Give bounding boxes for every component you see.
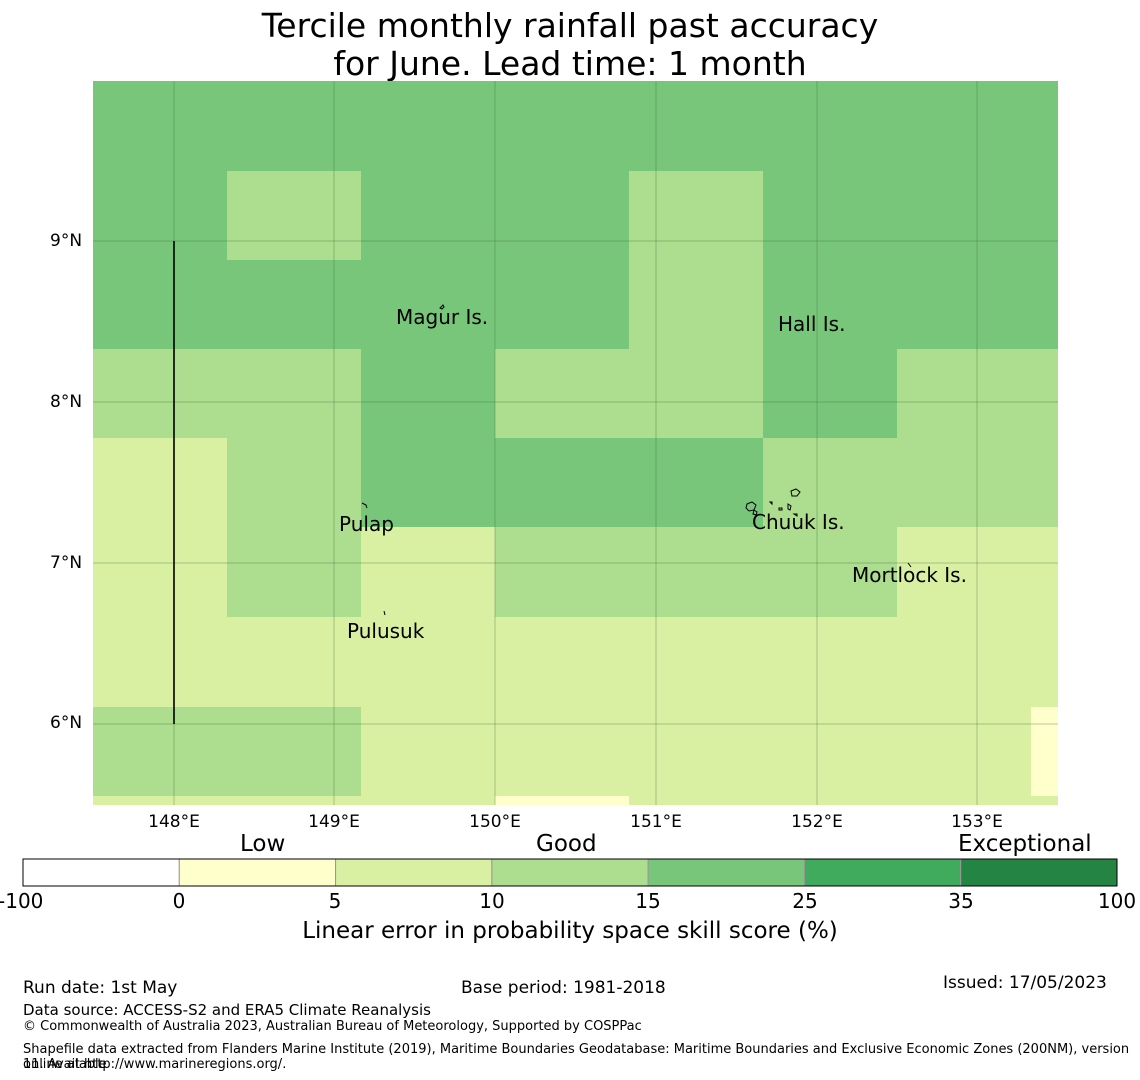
colorbar-segment xyxy=(22,858,180,887)
colorbar-tick-label: 5 xyxy=(328,889,342,913)
colorbar-segment xyxy=(335,858,493,887)
shapefile-credit-line1: Shapefile data extracted from Flanders M… xyxy=(23,1042,1130,1072)
grid-cell xyxy=(1031,707,1058,796)
category-exceptional: Exceptional xyxy=(958,831,1092,857)
place-label-pulusuk: Pulusuk xyxy=(347,619,425,643)
lon-label-152: 152°E xyxy=(791,812,843,832)
grid-cell xyxy=(227,171,361,260)
run-date: Run date: 1st May xyxy=(23,978,178,998)
colorbar-segment xyxy=(960,858,1118,887)
colorbar-tick-label: 15 xyxy=(635,889,661,913)
place-label-pulap: Pulap xyxy=(339,512,394,536)
lon-label-150: 150°E xyxy=(469,812,521,832)
pulap-island-shape xyxy=(361,502,368,509)
grid-cell xyxy=(361,438,763,527)
place-label-magur: Magur Is. xyxy=(396,305,489,329)
colorbar-segment xyxy=(178,858,337,887)
shapefile-credit-line2: online at http://www.marineregions.org/. xyxy=(23,1057,287,1072)
lon-label-153: 153°E xyxy=(951,812,1003,832)
colorbar-segment xyxy=(491,858,649,887)
grid-cell xyxy=(495,349,763,438)
pulusuk-island-shape xyxy=(383,610,386,616)
place-label-hall: Hall Is. xyxy=(778,312,846,336)
colorbar-tick-label: 0 xyxy=(172,889,186,913)
colorbar-segment xyxy=(803,858,962,887)
grid-cell xyxy=(495,796,629,805)
lat-label-8: 8°N xyxy=(50,392,83,412)
graticule xyxy=(93,81,1058,805)
lat-label-7: 7°N xyxy=(50,553,83,573)
lon-label-151: 151°E xyxy=(630,812,682,832)
colorbar-tick-label: -100 xyxy=(0,889,44,913)
category-low: Low xyxy=(240,831,286,857)
colorbar-outline xyxy=(22,858,1118,887)
lat-label-9: 9°N xyxy=(50,231,83,251)
lon-label-149: 149°E xyxy=(308,812,360,832)
skill-grid xyxy=(93,81,1058,805)
category-good: Good xyxy=(536,831,597,857)
grid-cell xyxy=(629,171,763,349)
colorbar-title: Linear error in probability space skill … xyxy=(302,918,838,944)
lat-label-6: 6°N xyxy=(50,713,83,733)
data-source: Data source: ACCESS-S2 and ERA5 Climate … xyxy=(23,1001,431,1019)
base-period: Base period: 1981-2018 xyxy=(461,978,666,998)
grid-cell xyxy=(763,438,1058,527)
lon-label-148: 148°E xyxy=(148,812,200,832)
colorbar-segment xyxy=(647,858,805,887)
mortlock-island-shape xyxy=(907,562,912,568)
grid-cell xyxy=(93,349,361,438)
grid-cell xyxy=(763,349,897,438)
place-label-chuuk: Chuuk Is. xyxy=(752,510,845,534)
grid-cell xyxy=(227,438,361,527)
magur-island-shape xyxy=(439,304,445,310)
grid-cell xyxy=(227,527,361,617)
grid-cell xyxy=(93,707,361,796)
copyright-notice: © Commonwealth of Australia 2023, Austra… xyxy=(23,1019,642,1034)
colorbar-tick-label: 35 xyxy=(948,889,974,913)
grid-cell xyxy=(897,349,1058,438)
issued-date: Issued: 17/05/2023 xyxy=(943,973,1107,993)
island-outlines xyxy=(361,304,912,616)
grid-cell xyxy=(495,527,897,617)
chuuk-lagoon-shape xyxy=(745,488,801,517)
chart-title-line1: Tercile monthly rainfall past accuracy xyxy=(261,6,879,45)
chart-title-line2: for June. Lead time: 1 month xyxy=(333,44,807,83)
colorbar-tick-label: 100 xyxy=(1097,889,1137,913)
grid-cell xyxy=(361,349,495,438)
colorbar-tick-label: 10 xyxy=(479,889,505,913)
place-label-mortlock: Mortlock Is. xyxy=(852,563,967,587)
colorbar-tick-label: 25 xyxy=(792,889,818,913)
